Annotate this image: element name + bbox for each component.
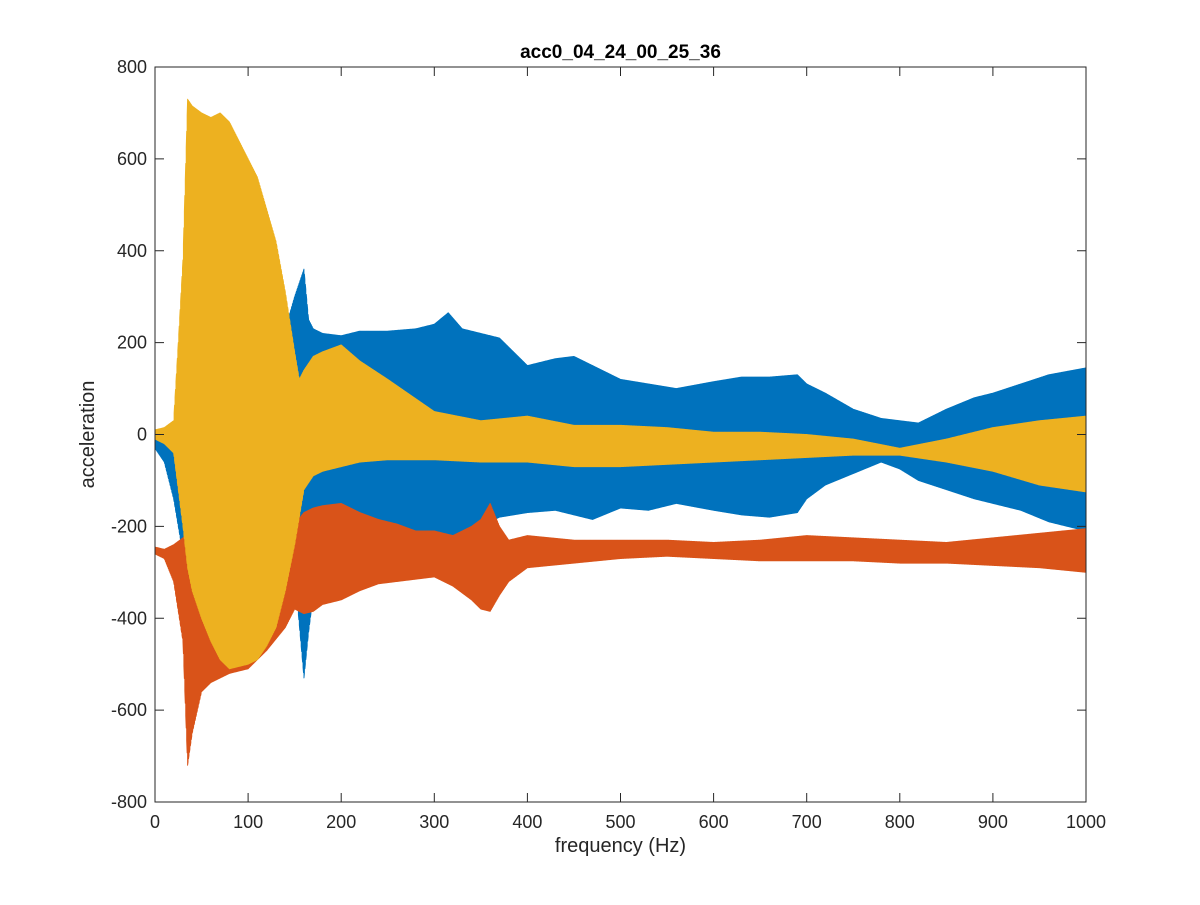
x-tick-label: 400 [512,812,542,832]
x-tick-label: 0 [150,812,160,832]
x-tick-label: 300 [419,812,449,832]
series-line-2 [154,502,1087,766]
chart-title: acc0_04_24_00_25_36 [520,42,721,63]
y-tick-label: -400 [111,608,147,628]
y-tick-label: 800 [117,57,147,77]
y-tick-label: 200 [117,333,147,353]
y-tick-label: -600 [111,700,147,720]
x-tick-label: 1000 [1066,812,1106,832]
x-axis-label: frequency (Hz) [555,835,686,857]
y-axis-label: acceleration [77,381,99,489]
y-tick-label: -800 [111,792,147,812]
x-tick-label: 200 [326,812,356,832]
series-layer [154,98,1087,766]
series-line-3 [154,98,1087,670]
x-tick-label: 600 [699,812,729,832]
y-tick-label: 400 [117,241,147,261]
x-tick-label: 700 [792,812,822,832]
x-tick-label: 500 [605,812,635,832]
tick-layer: 0 100 200 300 400 500 600 700 800 900 1000 -800 -600… [111,57,1106,832]
y-tick-label: -200 [111,516,147,536]
x-tick-label: 800 [885,812,915,832]
y-tick-label: 0 [137,425,147,445]
x-tick-label: 900 [978,812,1008,832]
x-tick-label: 100 [233,812,263,832]
y-tick-label: 600 [117,149,147,169]
